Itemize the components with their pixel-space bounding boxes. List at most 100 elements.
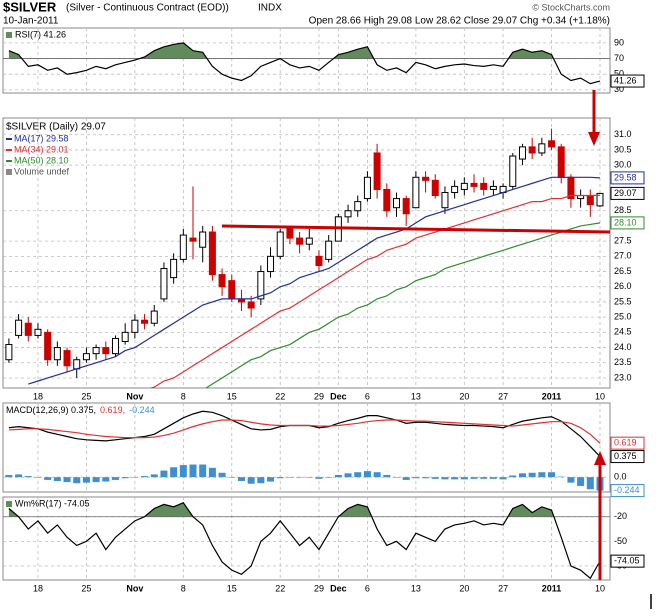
candle-body — [441, 191, 449, 209]
y-tick-label: 24.0 — [614, 342, 632, 352]
histogram-bar — [402, 477, 410, 480]
candle-body — [170, 258, 178, 279]
x-tick-label: Dec — [330, 391, 347, 401]
x-tick-label: 10 — [595, 391, 605, 401]
description: (Silver - Continuous Contract (EOD)) — [66, 3, 229, 14]
x-tick-label: 15 — [227, 391, 237, 401]
candle-body — [431, 179, 439, 197]
x-tick-label: Nov — [126, 583, 143, 593]
x-tick-label: 10 — [595, 583, 605, 593]
histogram-bar — [267, 477, 275, 482]
candle-body — [5, 344, 13, 361]
y-tick-label: 31.0 — [614, 129, 632, 139]
histogram-bar — [383, 474, 391, 478]
x-tick-label: 13 — [411, 583, 421, 593]
candle-body — [82, 353, 90, 361]
candle-body — [305, 237, 313, 245]
panel — [3, 403, 610, 492]
value-box-label: 29.58 — [614, 172, 637, 182]
histogram-bar — [460, 477, 468, 480]
value-box-label: 41.26 — [614, 75, 637, 85]
y-tick-label: 70 — [614, 53, 624, 63]
value-box-label: -0.244 — [614, 485, 640, 495]
histogram-bar — [199, 464, 207, 478]
candle-body — [480, 182, 488, 190]
overbought-shade — [8, 42, 600, 59]
value-box-label: 28.10 — [614, 217, 637, 227]
histogram-bar — [34, 477, 42, 478]
x-tick-label: 18 — [33, 391, 43, 401]
label-icon — [6, 501, 12, 507]
quote: Open 28.66 High 29.08 Low 28.62 Close 29… — [309, 16, 610, 27]
legend-label: MA(34) 29.01 — [14, 144, 69, 154]
histogram-bar — [344, 473, 352, 478]
x-tick-label: 29 — [314, 583, 324, 593]
candle-body — [179, 234, 187, 260]
candle-body — [141, 319, 149, 324]
histogram-bar — [141, 476, 149, 478]
histogram-bar — [451, 477, 459, 480]
histogram-bar — [111, 477, 119, 480]
support-line — [221, 224, 611, 234]
y-tick-label: 25.5 — [614, 296, 632, 306]
y-tick-label: 23.0 — [614, 372, 632, 382]
histogram-bar — [218, 472, 226, 478]
arrow-head — [588, 132, 600, 146]
histogram-bar — [441, 477, 449, 480]
histogram-bar — [286, 477, 294, 478]
histogram-bar — [422, 477, 430, 479]
histogram-bar — [567, 477, 575, 483]
legend-title: $SILVER (Daily) 29.07 — [6, 122, 106, 133]
y-tick-label: -50 — [614, 536, 627, 546]
series-line — [204, 222, 601, 388]
y-tick-label: 26.0 — [614, 281, 632, 291]
candle-body — [509, 155, 517, 187]
panel-label: MACD(12,26,9) 0.375, 0.619, -0.244 — [6, 405, 155, 415]
candle-body — [383, 188, 391, 212]
candle-body — [24, 322, 32, 336]
value-box — [610, 450, 645, 464]
candle-body — [596, 192, 604, 207]
candle-body — [489, 185, 497, 190]
y-tick-label: 25.0 — [614, 312, 632, 322]
legend-label: MACD(12,26,9) 0.375, — [6, 405, 96, 415]
x-tick-label: 27 — [498, 583, 508, 593]
y-tick-label: 28.5 — [614, 205, 632, 215]
value-box — [610, 171, 645, 185]
series-line — [28, 176, 601, 385]
x-tick-label: 20 — [459, 583, 469, 593]
candle-body — [296, 237, 304, 245]
histogram-bar — [170, 467, 178, 478]
histogram-bar — [548, 472, 556, 478]
histogram-bar — [363, 471, 371, 478]
x-tick-label: 20 — [459, 391, 469, 401]
histogram-bar — [296, 477, 304, 478]
candle-body — [286, 228, 294, 239]
candle-body — [373, 152, 381, 190]
histogram-bar — [518, 473, 526, 478]
candle-body — [121, 331, 129, 342]
candle-body — [518, 146, 526, 160]
y-tick-label: 30 — [614, 84, 624, 94]
x-tick-label: 25 — [81, 391, 91, 401]
panel-label: RSI(7) 41.26 — [15, 29, 66, 39]
value-box — [610, 554, 645, 568]
histogram-bar — [334, 474, 342, 478]
candle-body — [276, 231, 284, 257]
histogram-bar — [315, 477, 323, 479]
legend-swatch — [6, 169, 12, 175]
histogram-bar — [247, 477, 255, 484]
x-tick-label: 29 — [314, 391, 324, 401]
series-line — [8, 502, 601, 580]
histogram-bar — [237, 477, 245, 482]
panel-frame — [2, 27, 611, 94]
histogram-bar — [305, 477, 313, 478]
candle-body — [92, 347, 100, 355]
candle-body — [160, 268, 168, 300]
legend-label: -0.244 — [129, 405, 155, 415]
histogram-bar — [577, 477, 585, 486]
candle-body — [402, 198, 410, 215]
histogram-bar — [63, 477, 71, 483]
candle-body — [189, 237, 197, 242]
histogram-bar — [189, 464, 197, 478]
